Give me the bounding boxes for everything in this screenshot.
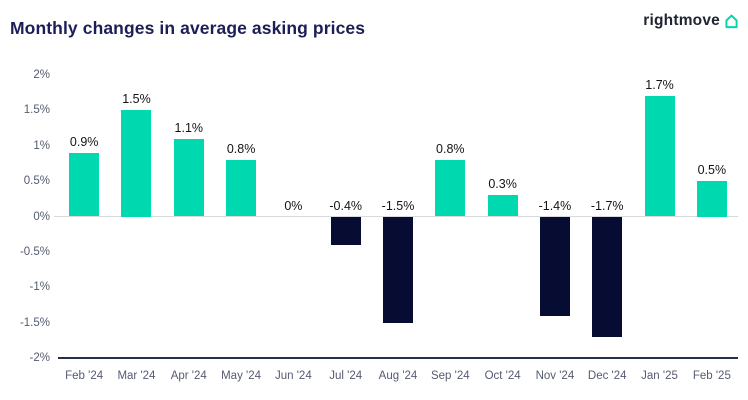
bar-value-label: 1.7% xyxy=(645,78,674,93)
bar-value-label: -1.4% xyxy=(538,198,572,213)
y-tick-label: 1% xyxy=(33,139,50,152)
bar-positive xyxy=(435,159,466,217)
y-tick-label: 1.5% xyxy=(23,104,50,117)
y-tick-label: -1.5% xyxy=(19,316,50,329)
bar-value-label: 1.1% xyxy=(174,120,204,135)
page-title: Monthly changes in average asking prices xyxy=(10,18,366,38)
x-tick-label: Dec '24 xyxy=(587,370,627,382)
y-tick-label: 2% xyxy=(33,69,50,81)
x-tick-label: Aug '24 xyxy=(378,370,418,382)
x-tick-label: May '24 xyxy=(221,370,262,382)
x-tick-label: Mar '24 xyxy=(117,370,156,382)
x-tick-label: Oct '24 xyxy=(484,370,521,382)
x-tick-label: Jun '24 xyxy=(275,370,312,382)
bar-positive xyxy=(696,181,727,217)
x-tick-label: Jan '25 xyxy=(641,370,678,382)
x-tick-label: Nov '24 xyxy=(535,370,575,382)
bar-value-label: 0.9% xyxy=(69,134,99,149)
bar-value-label: -1.5% xyxy=(381,198,415,213)
bar-negative xyxy=(330,216,361,245)
x-tick-label: Feb '25 xyxy=(692,370,731,382)
bar-value-label: 0.3% xyxy=(488,177,517,192)
rightmove-logo-text: rightmove xyxy=(643,12,720,29)
bar-value-label: 0.5% xyxy=(697,163,727,178)
bar-value-label: -0.4% xyxy=(329,198,363,213)
x-tick-label: Feb '24 xyxy=(65,370,104,382)
y-tick-label: 0.5% xyxy=(23,175,50,188)
y-tick-label: -0.5% xyxy=(19,245,50,258)
bar-positive xyxy=(487,195,518,217)
bar-value-label: 1.5% xyxy=(122,92,151,107)
bar-value-label: 0.8% xyxy=(226,141,256,156)
bar-positive xyxy=(644,96,675,217)
bar-positive xyxy=(121,110,152,217)
bar-positive xyxy=(173,138,204,217)
bar-value-label: 0% xyxy=(284,198,303,213)
x-tick-label: Sep '24 xyxy=(430,370,470,382)
y-tick-label: -2% xyxy=(29,352,50,364)
bar-negative xyxy=(539,216,570,316)
bar-value-label: 0.8% xyxy=(436,141,465,156)
bar-value-label: -1.7% xyxy=(590,198,624,213)
bar-negative xyxy=(592,216,623,337)
bar-positive xyxy=(69,152,100,217)
x-tick-label: Apr '24 xyxy=(170,370,207,382)
y-tick-label: -1% xyxy=(29,281,50,294)
x-axis-baseline xyxy=(58,357,738,359)
x-tick-label: Jul '24 xyxy=(329,370,363,382)
y-tick-label: 0% xyxy=(33,210,50,223)
bar-negative xyxy=(383,216,413,323)
house-icon xyxy=(725,14,738,28)
rightmove-logo: rightmove xyxy=(643,12,740,30)
bar-positive xyxy=(226,159,257,217)
